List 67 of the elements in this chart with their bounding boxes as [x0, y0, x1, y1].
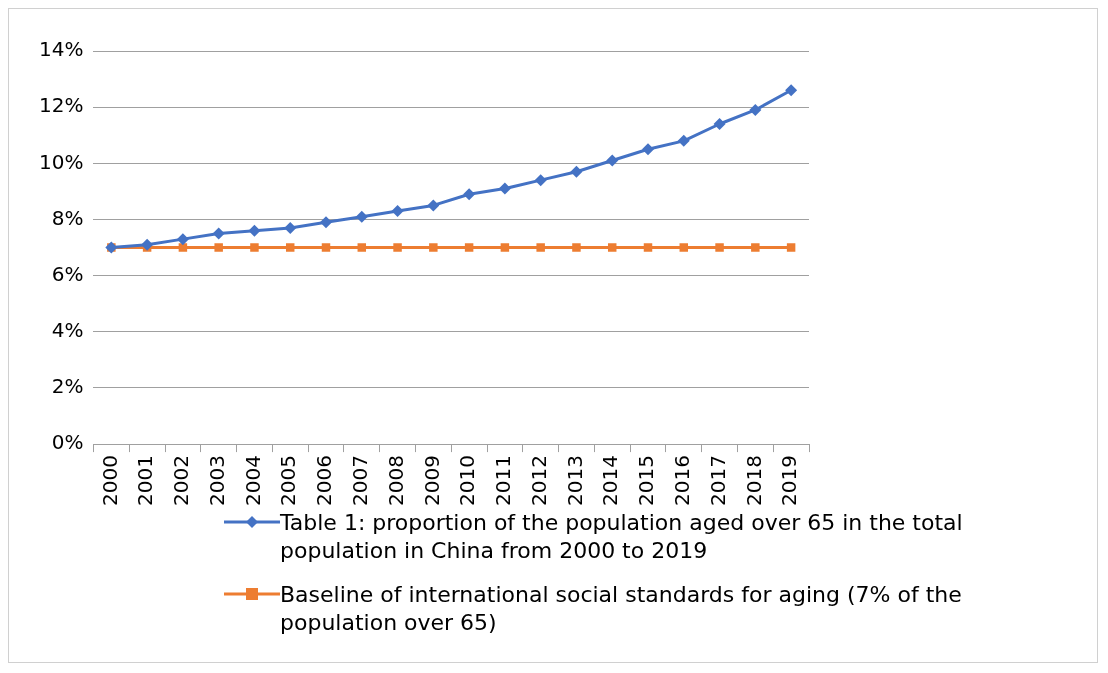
- x-tick-label: 2007: [347, 455, 372, 507]
- point: [248, 224, 261, 237]
- x-tick-label: 2019: [777, 455, 802, 507]
- point: [357, 243, 367, 252]
- y-tick-label: 4%: [51, 317, 84, 342]
- x-tick-label: 2001: [133, 455, 158, 507]
- point: [749, 103, 762, 116]
- point: [572, 243, 581, 252]
- x-tick-label: 2000: [97, 455, 122, 507]
- point: [250, 243, 259, 252]
- point: [713, 118, 726, 131]
- x-tick-label: 2014: [598, 455, 623, 507]
- point: [214, 243, 223, 252]
- x-tick-label: 2009: [419, 455, 444, 507]
- point: [393, 243, 402, 252]
- point: [786, 243, 796, 252]
- point: [285, 243, 295, 252]
- point: [677, 134, 690, 147]
- x-tick-label: 2003: [204, 455, 229, 507]
- y-tick-label: 8%: [51, 205, 84, 230]
- y-tick-label: 2%: [51, 374, 84, 399]
- point: [679, 243, 689, 252]
- point: [534, 174, 547, 187]
- x-tick-label: 2002: [169, 455, 194, 507]
- point: [427, 199, 440, 212]
- x-tick-label: 2017: [705, 455, 730, 507]
- point: [463, 188, 476, 201]
- point: [715, 243, 724, 252]
- point: [607, 243, 617, 252]
- y-tick-label: 6%: [51, 261, 84, 286]
- point: [498, 182, 511, 195]
- y-tick-label: 14%: [39, 37, 84, 62]
- point: [643, 243, 653, 252]
- x-tick-label: 2010: [455, 455, 480, 507]
- point: [212, 227, 225, 240]
- point: [391, 205, 404, 218]
- point: [606, 154, 619, 167]
- x-tick-label: 2012: [526, 455, 551, 507]
- point: [785, 84, 798, 97]
- x-tick-label: 2013: [562, 455, 587, 507]
- y-tick-label: 12%: [39, 93, 84, 118]
- point: [536, 243, 545, 252]
- point: [429, 243, 438, 252]
- point: [321, 243, 331, 252]
- x-tick-label: 2004: [240, 455, 265, 507]
- point: [355, 210, 368, 223]
- legend-label: Table 1: proportion of the population aged over 65 in the total population in China from 2000 to 2019: [280, 509, 964, 565]
- x-tick-label: 2011: [491, 455, 516, 507]
- point: [284, 221, 297, 234]
- point: [141, 238, 154, 251]
- x-tick-label: 2018: [741, 455, 766, 507]
- point: [751, 243, 760, 252]
- point: [570, 165, 583, 178]
- x-tick-label: 2006: [312, 455, 337, 507]
- x-tick-label: 2015: [634, 455, 659, 507]
- y-tick-label: 0%: [51, 430, 84, 455]
- point: [464, 243, 474, 252]
- legend-label: Baseline of international social standards for aging (7% of the population over 65): [280, 581, 963, 637]
- x-tick-label: 2005: [276, 455, 301, 507]
- point: [176, 233, 189, 246]
- point: [320, 216, 333, 229]
- point: [642, 143, 654, 156]
- x-tick-label: 2008: [383, 455, 408, 507]
- y-tick-label: 10%: [39, 149, 84, 174]
- point: [500, 243, 510, 252]
- x-tick-label: 2016: [669, 455, 694, 507]
- point: [178, 243, 188, 252]
